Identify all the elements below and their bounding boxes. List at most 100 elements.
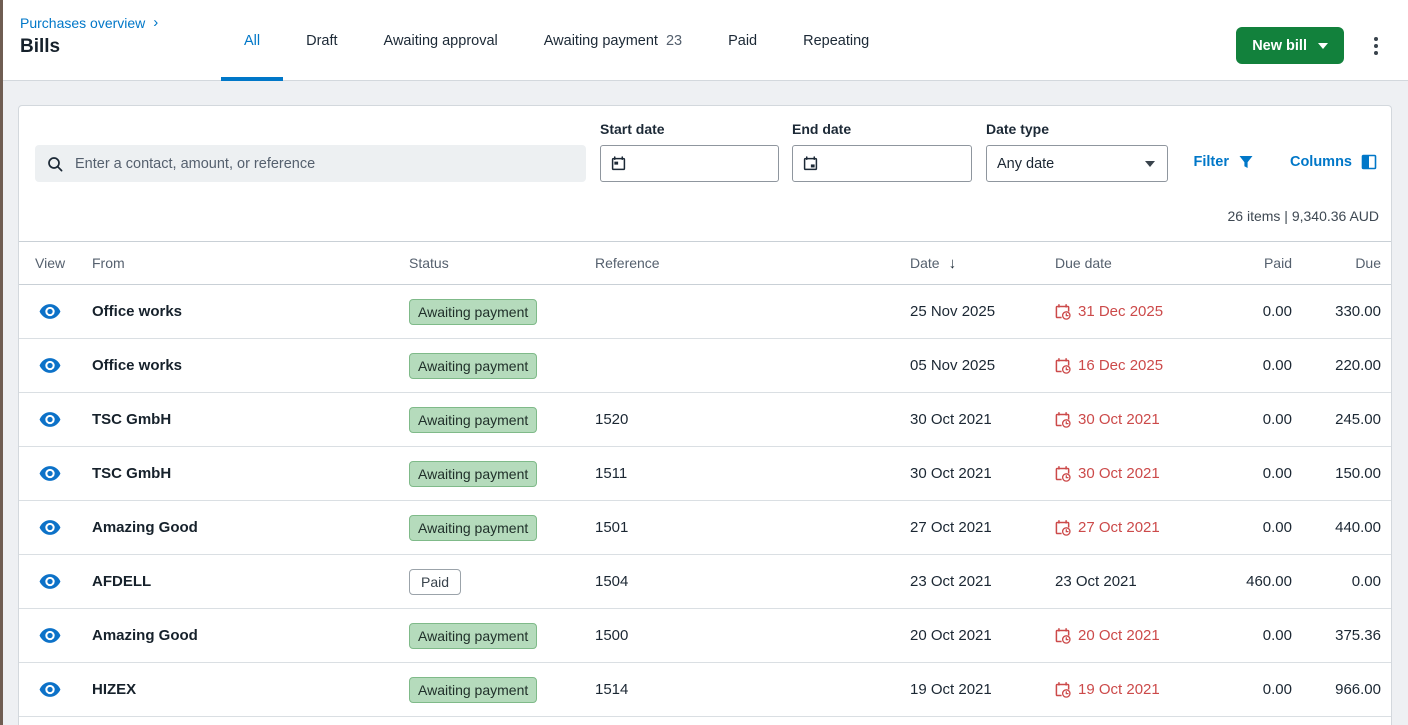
tab-label: Repeating — [803, 32, 870, 49]
filter-button[interactable]: Filter — [1194, 154, 1254, 170]
page-title: Bills — [20, 36, 61, 57]
col-header-date[interactable]: Date ↓ — [910, 254, 957, 272]
date-cell: 23 Oct 2021 — [910, 573, 992, 590]
paid-amount-cell: 0.00 — [1262, 681, 1292, 698]
view-eye-icon[interactable] — [39, 518, 65, 538]
items-summary: 26 items | 9,340.36 AUD — [1227, 208, 1380, 224]
status-badge: Awaiting payment — [409, 460, 538, 487]
columns-label: Columns — [1289, 154, 1352, 170]
date-cell: 05 Nov 2025 — [910, 357, 996, 374]
status-cell: Awaiting payment — [409, 298, 595, 325]
overflow-menu-icon[interactable] — [1368, 31, 1384, 61]
table-row[interactable]: Amazing Good Awaiting payment 1500 20 Oct 2… — [19, 609, 1391, 663]
calendar-end-icon — [803, 155, 819, 172]
view-eye-icon[interactable] — [39, 572, 65, 592]
chevron-down-icon — [1145, 160, 1155, 167]
columns-button[interactable]: Columns — [1290, 154, 1377, 170]
paid-amount-cell: 0.00 — [1262, 519, 1292, 536]
end-date-value[interactable] — [827, 155, 961, 172]
date-cell: 25 Nov 2025 — [910, 303, 996, 320]
due-date-cell: 16 Dec 2025 — [1055, 357, 1173, 374]
from-cell[interactable]: Office works — [92, 357, 183, 374]
view-eye-icon[interactable] — [39, 410, 65, 430]
table-row[interactable]: Amazing Good Awaiting payment 1501 27 Oct 2… — [19, 501, 1391, 555]
filter-label: Filter — [1193, 154, 1229, 170]
view-eye-icon[interactable] — [39, 356, 65, 376]
tab-label: Paid — [728, 32, 758, 49]
start-date-input[interactable] — [600, 145, 779, 182]
table-row[interactable]: Office works Awaiting payment 05 Nov 2025 1… — [19, 339, 1391, 393]
end-date-label: End date — [792, 121, 852, 137]
breadcrumb[interactable]: Purchases overview › — [20, 14, 158, 31]
sort-descending-icon[interactable]: ↓ — [948, 254, 957, 272]
status-badge: Awaiting payment — [409, 514, 538, 541]
due-date-text: 27 Oct 2021 — [1078, 519, 1160, 536]
col-header-reference[interactable]: Reference — [595, 255, 660, 271]
col-header-due-date[interactable]: Due date — [1055, 255, 1112, 271]
paid-amount-cell: 460.00 — [1246, 573, 1292, 590]
col-header-from[interactable]: From — [92, 255, 125, 271]
col-header-due[interactable]: Due — [1355, 255, 1381, 271]
reference-cell: 1504 — [595, 573, 629, 590]
table-row[interactable]: TSC GmbH Awaiting payment 1520 30 Oct 2021 3… — [19, 393, 1391, 447]
overdue-calendar-icon — [1055, 357, 1071, 374]
from-cell[interactable]: AFDELL — [92, 573, 152, 590]
table-row[interactable]: AFDELL Paid 1504 23 Oct 2021 23 Oct 2021 460.… — [19, 555, 1391, 609]
due-date-text: 31 Dec 2025 — [1078, 303, 1164, 320]
from-cell[interactable]: Amazing Good — [92, 627, 198, 644]
paid-amount-cell: 0.00 — [1262, 465, 1292, 482]
from-cell[interactable]: TSC GmbH — [92, 465, 172, 482]
view-eye-icon[interactable] — [39, 464, 65, 484]
tab-awaiting-payment[interactable]: Awaiting payment 23 — [521, 0, 705, 81]
due-amount-cell: 220.00 — [1335, 357, 1381, 374]
table-row[interactable]: Office works Awaiting payment 25 Nov 2025 3… — [19, 285, 1391, 339]
chevron-down-icon — [1318, 42, 1328, 49]
date-type-select[interactable]: Any date — [986, 145, 1168, 182]
status-cell: Awaiting payment — [409, 352, 595, 379]
date-cell: 20 Oct 2021 — [910, 627, 992, 644]
tab-repeating[interactable]: Repeating — [780, 0, 892, 81]
table-row[interactable]: HIZEX Awaiting payment 1514 19 Oct 2021 19 O… — [19, 663, 1391, 717]
search-input[interactable] — [75, 155, 574, 172]
tab-draft[interactable]: Draft — [283, 0, 360, 81]
search-box[interactable] — [35, 145, 586, 182]
status-cell: Awaiting payment — [409, 676, 595, 703]
status-badge: Paid — [409, 568, 462, 595]
tab-paid[interactable]: Paid — [705, 0, 780, 81]
view-eye-icon[interactable] — [39, 680, 65, 700]
due-date-cell: 30 Oct 2021 — [1055, 465, 1173, 482]
col-header-view[interactable]: View — [35, 255, 66, 271]
from-cell[interactable]: TSC GmbH — [92, 411, 172, 428]
due-date-text: 30 Oct 2021 — [1078, 465, 1160, 482]
view-eye-icon[interactable] — [39, 302, 65, 322]
due-amount-cell: 440.00 — [1335, 519, 1381, 536]
from-cell[interactable]: Amazing Good — [92, 519, 198, 536]
breadcrumb-link[interactable]: Purchases overview — [20, 14, 146, 31]
tab-label: Awaiting payment — [543, 32, 658, 49]
tab-all[interactable]: All — [221, 0, 284, 81]
from-cell[interactable]: Office works — [92, 303, 183, 320]
columns-icon — [1361, 154, 1377, 170]
new-bill-label: New bill — [1252, 37, 1307, 54]
tab-count-badge: 23 — [665, 32, 683, 49]
col-header-status[interactable]: Status — [409, 255, 449, 271]
date-cell: 27 Oct 2021 — [910, 519, 992, 536]
from-cell[interactable]: HIZEX — [92, 681, 137, 698]
view-eye-icon[interactable] — [39, 626, 65, 646]
tab-awaiting-approval[interactable]: Awaiting approval — [361, 0, 521, 81]
view-cell — [35, 680, 92, 700]
end-date-input[interactable] — [792, 145, 972, 182]
new-bill-button[interactable]: New bill — [1236, 27, 1344, 64]
table-row[interactable]: TSC GmbH Awaiting payment 1511 30 Oct 2021 3… — [19, 447, 1391, 501]
date-type-label: Date type — [986, 121, 1050, 137]
col-header-paid[interactable]: Paid — [1263, 255, 1292, 271]
due-date-cell: 20 Oct 2021 — [1055, 627, 1173, 644]
page-header: Purchases overview › Bills All Draft Await… — [0, 0, 1408, 81]
tab-label: Draft — [306, 32, 338, 49]
status-badge: Awaiting payment — [409, 676, 538, 703]
table-tools: Filter Columns — [1194, 154, 1377, 170]
tabs: All Draft Awaiting approval Awaiting paymen… — [221, 0, 892, 81]
calendar-start-icon — [611, 155, 627, 172]
start-date-value[interactable] — [635, 155, 768, 172]
paid-amount-cell: 0.00 — [1262, 303, 1292, 320]
